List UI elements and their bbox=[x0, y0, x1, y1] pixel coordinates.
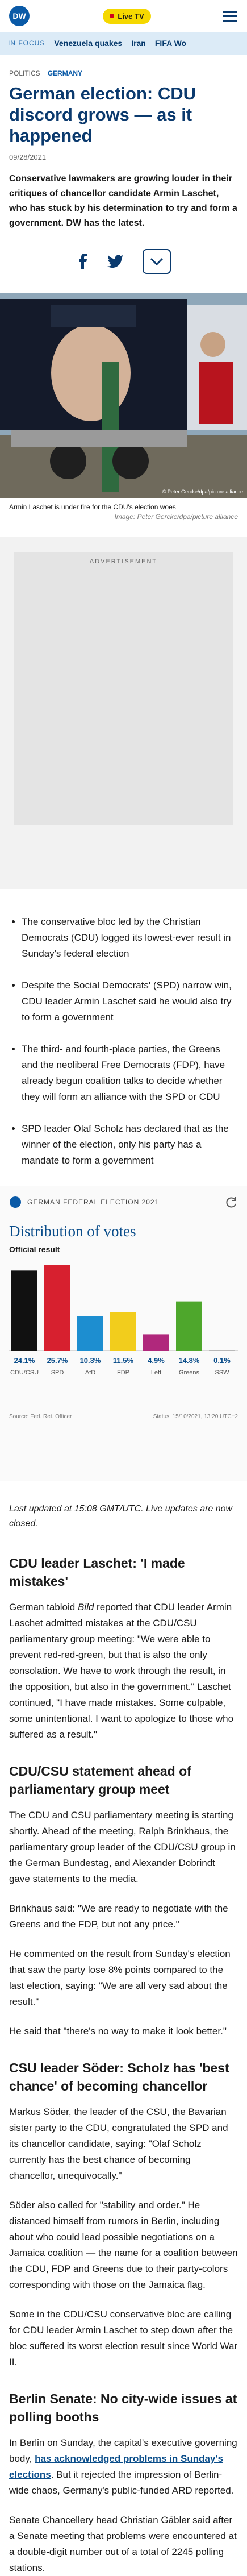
paragraph: He said that "there's no way to make it … bbox=[9, 2024, 238, 2039]
chart-source: Source: Fed. Ret. Officer bbox=[9, 1414, 72, 1420]
page: DW article { "header": {"logo": "DW", "l… bbox=[0, 0, 247, 2308]
category-label: FDP bbox=[117, 1369, 129, 1376]
site-header: DW Live TV bbox=[0, 0, 247, 32]
value-label: 11.5% bbox=[113, 1356, 134, 1365]
section-heading: Berlin Senate: No city-wide issues at po… bbox=[9, 2391, 237, 2424]
category-label: CDU/CSU bbox=[10, 1369, 39, 1376]
chart-kicker: GERMAN FEDERAL ELECTION 2021 bbox=[27, 1198, 160, 1206]
logo-circle bbox=[9, 6, 30, 26]
article-body: Last updated at 15:08 GMT/UTC. Live upda… bbox=[0, 1502, 247, 2576]
paragraph: Brinkhaus said: "We are ready to negotia… bbox=[9, 1901, 238, 1933]
more-share-button[interactable] bbox=[142, 249, 171, 274]
category-label: AfD bbox=[85, 1369, 95, 1376]
value-label: 0.1% bbox=[213, 1356, 231, 1365]
bar bbox=[209, 1350, 235, 1351]
advertisement-label: ADVERTISEMENT bbox=[14, 552, 233, 825]
text-run: Brinkhaus said: "We are ready to negotia… bbox=[9, 1903, 228, 1930]
page-body: DW Live TV IN FOCUS Venezuela quakes Iran… bbox=[0, 0, 247, 2308]
value-label: 25.7% bbox=[47, 1356, 68, 1365]
caption-text: Armin Laschet is under fire for the CDU'… bbox=[9, 503, 176, 511]
value-label: 14.8% bbox=[179, 1356, 200, 1365]
facebook-icon[interactable] bbox=[77, 254, 88, 269]
chart-logo bbox=[10, 1196, 21, 1208]
photo-credit-overlay: © Peter Gercke/dpa/picture alliance bbox=[162, 489, 243, 495]
section-heading: CDU leader Laschet: 'I made mistakes' bbox=[9, 1556, 185, 1589]
text-run: Some in the CDU/CSU conservative bloc ar… bbox=[9, 2309, 238, 2367]
article-photo: © Peter Gercke/dpa/picture alliance bbox=[0, 293, 247, 498]
text-run: The CDU and CSU parliamentary meeting is… bbox=[9, 1810, 236, 1884]
photo-caption: Armin Laschet is under fire for the CDU'… bbox=[0, 498, 247, 522]
focus-nav: IN FOCUS Venezuela quakes Iran FIFA Wo bbox=[0, 32, 247, 55]
text-run: He commented on the result from Sunday's… bbox=[9, 1948, 231, 2007]
category-label: SSW bbox=[215, 1369, 229, 1376]
chart-subtitle: Official result bbox=[9, 1245, 60, 1254]
value-label: 24.1% bbox=[14, 1356, 35, 1365]
last-updated: Last updated at 15:08 GMT/UTC. Live upda… bbox=[9, 1504, 233, 1528]
section-heading: CDU/CSU statement ahead of parliamentary… bbox=[9, 1764, 191, 1797]
caption-credit: Image: Peter Gercke/dpa/picture alliance bbox=[114, 513, 238, 521]
paragraph: The CDU and CSU parliamentary meeting is… bbox=[9, 1808, 238, 1887]
refresh-icon[interactable] bbox=[224, 1195, 238, 1209]
text-run: Bild bbox=[77, 1602, 94, 1613]
paragraph: Some in the CDU/CSU conservative bloc ar… bbox=[9, 2307, 238, 2370]
text-run: German tabloid bbox=[9, 1602, 78, 1613]
summary-item: Despite the Social Democrats' (SPD) narr… bbox=[22, 978, 238, 1025]
nav-item[interactable]: FIFA Wo bbox=[154, 39, 187, 48]
value-label: 10.3% bbox=[80, 1356, 101, 1365]
category-label: Left bbox=[151, 1369, 161, 1376]
text-run: Senate Chancellery head Christian Gäbler… bbox=[9, 2515, 237, 2573]
bar bbox=[11, 1270, 37, 1351]
text-run: He said that "there's no way to make it … bbox=[9, 2026, 227, 2037]
chart-footer: Source: Fed. Ret. Officer Status: 15/10/… bbox=[9, 1414, 238, 1420]
paragraph: Söder also called for "stability and ord… bbox=[9, 2197, 238, 2293]
chart-title: Distribution of votes bbox=[9, 1223, 136, 1240]
chart-plot-area: 24.1% CDU/CSU 25.7% SPD 10.3% AfD 11.5% FDP 4.9%… bbox=[9, 1254, 238, 1399]
nav-item[interactable]: Venezuela quakes bbox=[54, 39, 123, 48]
text-run: reported that CDU leader Armin Laschet a… bbox=[9, 1602, 234, 1740]
twitter-icon[interactable] bbox=[107, 255, 123, 268]
article-lead: Conservative lawmakers are growing loude… bbox=[9, 174, 237, 228]
article-head: POLITICS GERMANY German election: CDU di… bbox=[0, 69, 247, 280]
menu-icon[interactable] bbox=[223, 10, 239, 22]
live-label: Live TV bbox=[118, 11, 144, 20]
article-date: 09/28/2021 bbox=[9, 153, 47, 161]
summary-item: The conservative bloc led by the Christi… bbox=[22, 914, 238, 962]
logo-text: DW bbox=[12, 11, 26, 20]
paragraph: In Berlin on Sunday, the capital's execu… bbox=[9, 2435, 238, 2499]
breadcrumb: POLITICS GERMANY bbox=[9, 69, 238, 77]
section-heading: CSU leader Söder: Scholz has 'best chanc… bbox=[9, 2060, 229, 2093]
category-label: Greens bbox=[179, 1369, 200, 1376]
summary-item: The third- and fourth-place parties, the… bbox=[22, 1041, 238, 1105]
paragraph: Senate Chancellery head Christian Gäbler… bbox=[9, 2512, 238, 2576]
breadcrumb-item[interactable]: GERMANY bbox=[43, 69, 82, 77]
chart: 24.1% CDU/CSU 25.7% SPD 10.3% AfD 11.5% FDP 4.9%… bbox=[9, 1265, 238, 1376]
bar bbox=[143, 1334, 169, 1351]
nav-label: IN FOCUS bbox=[8, 39, 45, 47]
category-label: SPD bbox=[51, 1369, 64, 1376]
article-title: German election: CDU discord grows — as … bbox=[9, 84, 196, 146]
chart-kicker-row: GERMAN FEDERAL ELECTION 2021 bbox=[9, 1195, 238, 1209]
paragraph: He commented on the result from Sunday's… bbox=[9, 1946, 238, 2010]
text-run: Markus Söder, the leader of the CSU, the… bbox=[9, 2106, 228, 2181]
value-label: 4.9% bbox=[148, 1356, 165, 1365]
bar bbox=[110, 1312, 136, 1351]
breadcrumb-item[interactable]: POLITICS bbox=[9, 69, 40, 77]
live-tv-button[interactable]: Live TV bbox=[103, 8, 151, 24]
text-run: Söder also called for "stability and ord… bbox=[9, 2200, 238, 2290]
bar bbox=[176, 1301, 202, 1351]
nav-item[interactable]: Iran bbox=[131, 39, 146, 48]
chart-status: Status: 15/10/2021, 13:20 UTC+2 bbox=[153, 1414, 238, 1420]
logo[interactable]: DW bbox=[8, 5, 31, 27]
paragraph: Markus Söder, the leader of the CSU, the… bbox=[9, 2104, 238, 2184]
paragraph: German tabloid Bild reported that CDU le… bbox=[9, 1599, 238, 1743]
bar bbox=[77, 1316, 103, 1351]
summary-list: The conservative bloc led by the Christi… bbox=[0, 914, 247, 1169]
chart-embed: GERMAN FEDERAL ELECTION 2021 Distributio… bbox=[0, 1186, 247, 1481]
live-dot bbox=[110, 14, 115, 18]
share-bar bbox=[9, 243, 238, 280]
advertisement-area: ADVERTISEMENT bbox=[0, 537, 247, 889]
summary-item: SPD leader Olaf Scholz has declared that… bbox=[22, 1121, 238, 1169]
bar bbox=[44, 1265, 70, 1351]
